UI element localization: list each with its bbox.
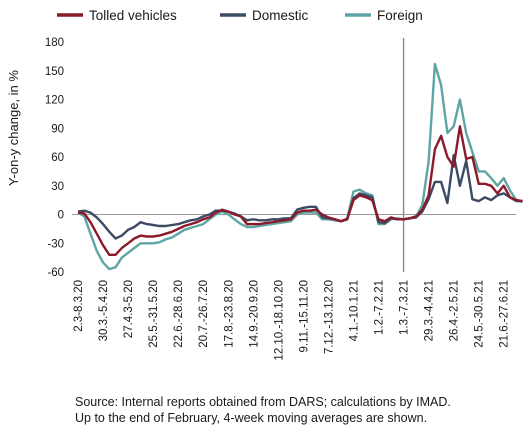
y-tick-label: 180 [45,37,64,49]
x-tick-label: 29.3.-4.4.21 [424,280,436,341]
x-tick-label: 9.11.-15.11.20 [298,280,310,352]
source-note: Source: Internal reports obtained from D… [75,395,451,409]
y-tick-label: 30 [51,181,64,193]
x-tick-label: 27.4.3-5.20 [123,280,135,338]
series-line-domestic [77,153,523,240]
x-tick-label: 2.3-8.3.20 [73,280,85,332]
x-tick-label: 25.5.-31.5.20 [148,280,160,348]
moving-average-note: Up to the end of February, 4-week moving… [75,411,428,425]
series-line-foreign [77,62,523,271]
x-tick-label: 1.2.-7.2.21 [374,280,386,335]
y-axis-title: Y-on-y change, in % [6,70,21,186]
x-tick-label: 7.12.-13.12.20 [323,280,335,354]
y-tick-label: 150 [45,66,64,78]
legend-label: Tolled vehicles [89,8,177,23]
x-tick-label: 26.4.-2.5.21 [449,280,461,341]
legend-label: Domestic [252,8,309,23]
y-tick-label: 0 [58,210,64,222]
y-tick-label: 120 [45,95,64,107]
series-line-tolled-vehicles [77,125,523,256]
x-tick-label: 12.10.-18.10.20 [273,280,285,361]
x-axis: 2.3-8.3.20 30.3.-5.4.20 27.4.3-5.20 25.5.-3… [73,280,511,361]
y-tick-label: 90 [51,123,64,135]
x-tick-label: 20.7.-26.7.20 [198,280,210,348]
x-tick-label: 4.1.-10.1.21 [348,280,360,341]
x-tick-label: 21.6.-27.6.21 [499,280,511,348]
x-tick-label: 22.6.-28.6.20 [173,280,185,348]
x-tick-label: 14.9.-20.9.20 [248,280,260,348]
series-layer [77,62,523,271]
y-axis: -60 -30 0 30 60 90 120 150 180 [45,37,64,279]
legend: Tolled vehicles Domestic Foreign [57,8,423,23]
y-tick-label: 60 [51,152,64,164]
x-tick-label: 1.3.-7.3.21 [399,280,411,335]
legend-label: Foreign [377,8,423,23]
x-tick-label: 17.8.-23.8.20 [223,280,235,348]
y-tick-label: -60 [47,267,64,279]
x-tick-label: 30.3.-5.4.20 [98,280,110,341]
y-tick-label: -30 [47,238,64,250]
x-tick-label: 24.5.-30.5.21 [474,280,486,348]
